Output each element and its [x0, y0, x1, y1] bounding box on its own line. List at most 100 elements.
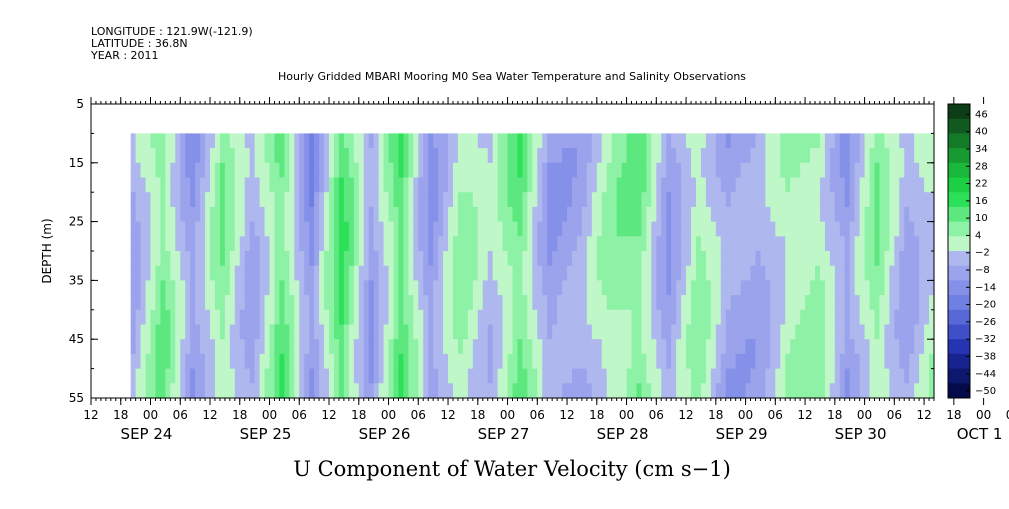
heatmap-cell	[507, 148, 514, 164]
heatmap-cell	[180, 162, 186, 179]
heatmap-cell	[596, 368, 603, 384]
heatmap-cell	[929, 383, 935, 399]
heatmap-cell	[155, 295, 162, 311]
heatmap-cell	[641, 295, 647, 311]
heatmap-cell	[581, 324, 588, 340]
heatmap-cell	[304, 368, 310, 384]
heatmap-cell	[730, 353, 737, 370]
heatmap-cell	[438, 353, 444, 370]
heatmap-cell	[378, 251, 385, 267]
heatmap-cell	[909, 280, 915, 296]
heatmap-cell	[656, 236, 662, 252]
heatmap-cell	[279, 206, 285, 223]
heatmap-cell	[611, 251, 618, 267]
heatmap-cell	[800, 265, 806, 281]
colorbar-label: −2	[975, 248, 990, 259]
heatmap-cell	[477, 383, 484, 399]
heatmap-cell	[428, 339, 434, 355]
heatmap-cell	[745, 295, 752, 311]
heatmap-cell	[601, 324, 608, 340]
heatmap-cell	[755, 368, 762, 384]
heatmap-cell	[507, 295, 514, 311]
heatmap-cell	[219, 295, 226, 311]
heatmap-cell	[725, 236, 732, 252]
heatmap-cell	[472, 162, 479, 179]
heatmap-cell	[452, 148, 459, 164]
heatmap-cell	[750, 265, 757, 281]
heatmap-cell	[279, 133, 285, 149]
x-date-label: SEP 29	[716, 425, 768, 443]
heatmap-cell	[234, 206, 241, 223]
heatmap-cell	[408, 353, 414, 370]
heatmap-cell	[740, 368, 747, 384]
heatmap-cell	[403, 221, 409, 237]
heatmap-cell	[646, 177, 652, 193]
heatmap-cell	[710, 368, 717, 384]
heatmap-cell	[497, 206, 504, 223]
heatmap-cell	[745, 177, 752, 193]
latitude-label: LATITUDE : 36.8N	[91, 37, 188, 50]
heatmap-cell	[309, 133, 315, 149]
heatmap-cell	[210, 353, 216, 370]
heatmap-cell	[190, 368, 196, 384]
heatmap-cell	[621, 309, 628, 326]
heatmap-cell	[433, 265, 439, 281]
heatmap-cell	[239, 251, 246, 267]
heatmap-cell	[329, 383, 335, 399]
heatmap-cell	[259, 309, 266, 326]
heatmap-cell	[140, 280, 147, 296]
heatmap-cell	[130, 280, 137, 296]
heatmap-cell	[443, 148, 449, 164]
heatmap-cell	[810, 309, 816, 326]
heatmap-cell	[398, 383, 405, 399]
heatmap-cell	[443, 309, 449, 326]
x-hour-label: 06	[887, 408, 902, 422]
heatmap-cell	[616, 265, 623, 281]
heatmap-cell	[869, 133, 876, 149]
heatmap-cell	[790, 339, 796, 355]
heatmap-cell	[150, 221, 157, 237]
heatmap-cell	[452, 368, 459, 384]
heatmap-cell	[433, 280, 439, 296]
heatmap-cell	[869, 295, 876, 311]
heatmap-cell	[730, 133, 737, 149]
heatmap-cell	[130, 133, 137, 149]
heatmap-cell	[254, 353, 261, 370]
heatmap-cell	[155, 353, 162, 370]
heatmap-cell	[150, 280, 157, 296]
x-axis-title: U Component of Water Velocity (cm s−1)	[293, 457, 731, 481]
heatmap-cell	[616, 368, 623, 384]
heatmap-cell	[864, 265, 871, 281]
heatmap-cell	[834, 133, 841, 149]
heatmap-cell	[760, 221, 766, 237]
heatmap-cell	[200, 368, 206, 384]
heatmap-cell	[492, 295, 499, 311]
heatmap-cell	[408, 309, 414, 326]
heatmap-cell	[651, 177, 657, 193]
heatmap-cell	[299, 295, 305, 311]
heatmap-cell	[710, 177, 717, 193]
heatmap-cell	[750, 353, 757, 370]
heatmap-cell	[210, 265, 216, 281]
heatmap-cell	[572, 339, 578, 355]
heatmap-cell	[517, 236, 524, 252]
heatmap-cell	[353, 251, 360, 267]
heatmap-cell	[373, 368, 380, 384]
heatmap-cell	[601, 251, 608, 267]
heatmap-cell	[745, 353, 752, 370]
heatmap-cell	[849, 221, 856, 237]
heatmap-cell	[130, 309, 137, 326]
heatmap-cell	[244, 133, 251, 149]
heatmap-cell	[869, 221, 876, 237]
heatmap-cell	[289, 162, 295, 179]
heatmap-cell	[790, 309, 796, 326]
heatmap-cell	[333, 324, 340, 340]
heatmap-cell	[383, 148, 390, 164]
heatmap-cell	[264, 280, 271, 296]
heatmap-cell	[210, 324, 216, 340]
heatmap-cell	[324, 133, 330, 149]
heatmap-cell	[180, 192, 186, 208]
heatmap-cell	[343, 353, 350, 370]
heatmap-cell	[378, 324, 385, 340]
heatmap-cell	[502, 280, 509, 296]
